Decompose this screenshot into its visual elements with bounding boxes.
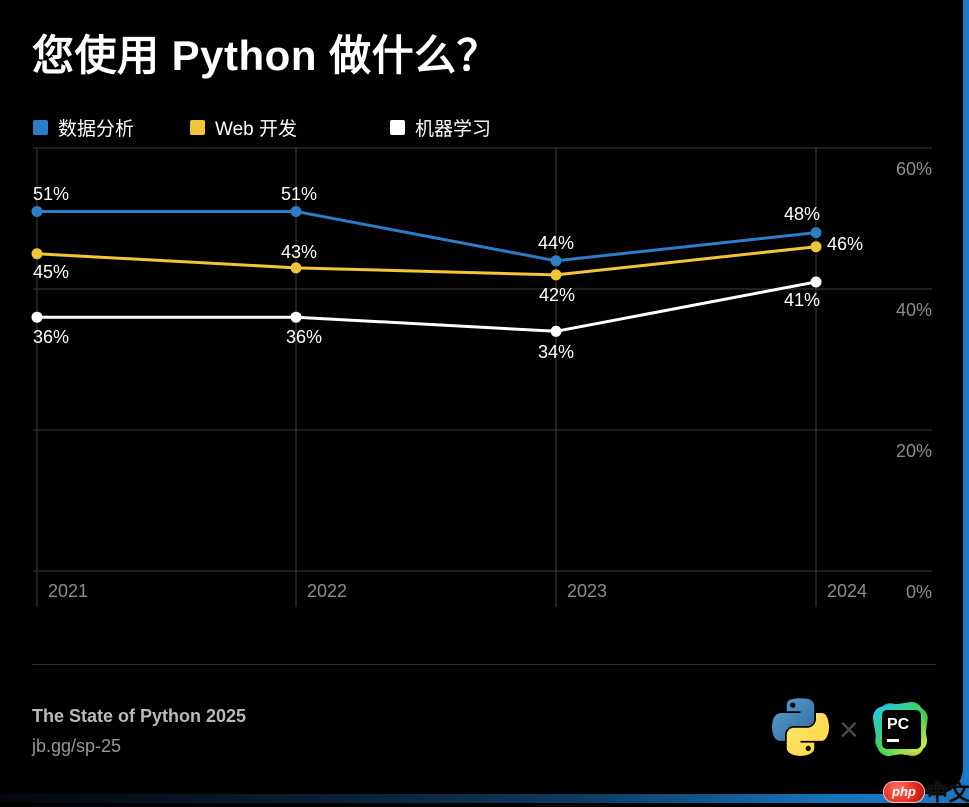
y-axis-tick-label: 20% [852, 442, 932, 460]
data-point [32, 248, 43, 259]
data-point-label: 43% [281, 243, 317, 261]
x-axis-tick-label: 2021 [48, 582, 88, 600]
data-point [291, 262, 302, 273]
data-point-label: 45% [33, 263, 69, 281]
data-point-label: 36% [286, 328, 322, 346]
data-point [32, 206, 43, 217]
chart-canvas [0, 0, 963, 794]
data-point [551, 326, 562, 337]
pycharm-pc-text: PC [887, 716, 910, 733]
data-point-label: 51% [33, 185, 69, 203]
x-axis-tick-label: 2022 [307, 582, 347, 600]
x-axis-tick-label: 2023 [567, 582, 607, 600]
data-point-label: 51% [281, 185, 317, 203]
video-border-right [963, 0, 969, 803]
data-point [811, 276, 822, 287]
data-point-label: 34% [538, 343, 574, 361]
data-point-label: 41% [784, 291, 820, 309]
series-line [37, 247, 816, 275]
data-point [551, 255, 562, 266]
data-point [811, 241, 822, 252]
watermark-php-badge: php [883, 781, 925, 803]
pycharm-logo-icon: PC [868, 697, 934, 763]
data-point [551, 269, 562, 280]
data-point [32, 312, 43, 323]
y-axis-tick-label: 40% [852, 301, 932, 319]
footer-divider [32, 664, 936, 665]
data-point [291, 312, 302, 323]
footer-url: jb.gg/sp-25 [32, 736, 121, 757]
python-logo-icon [772, 698, 829, 756]
series-line [37, 211, 816, 260]
video-border-bottom [0, 794, 969, 803]
footer-title: The State of Python 2025 [32, 706, 246, 727]
slide-background: 您使用 Python 做什么？ 数据分析 Web 开发 机器学习 0%20%40… [0, 0, 963, 794]
data-point [811, 227, 822, 238]
data-point-label: 36% [33, 328, 69, 346]
logo-separator-x-icon: × [839, 711, 859, 750]
y-axis-tick-label: 60% [852, 160, 932, 178]
data-point-label: 44% [538, 234, 574, 252]
data-point-label: 48% [784, 205, 820, 223]
data-point-label: 42% [539, 286, 575, 304]
x-axis-tick-label: 2024 [827, 582, 867, 600]
data-point [291, 206, 302, 217]
data-point-label: 46% [827, 235, 863, 253]
